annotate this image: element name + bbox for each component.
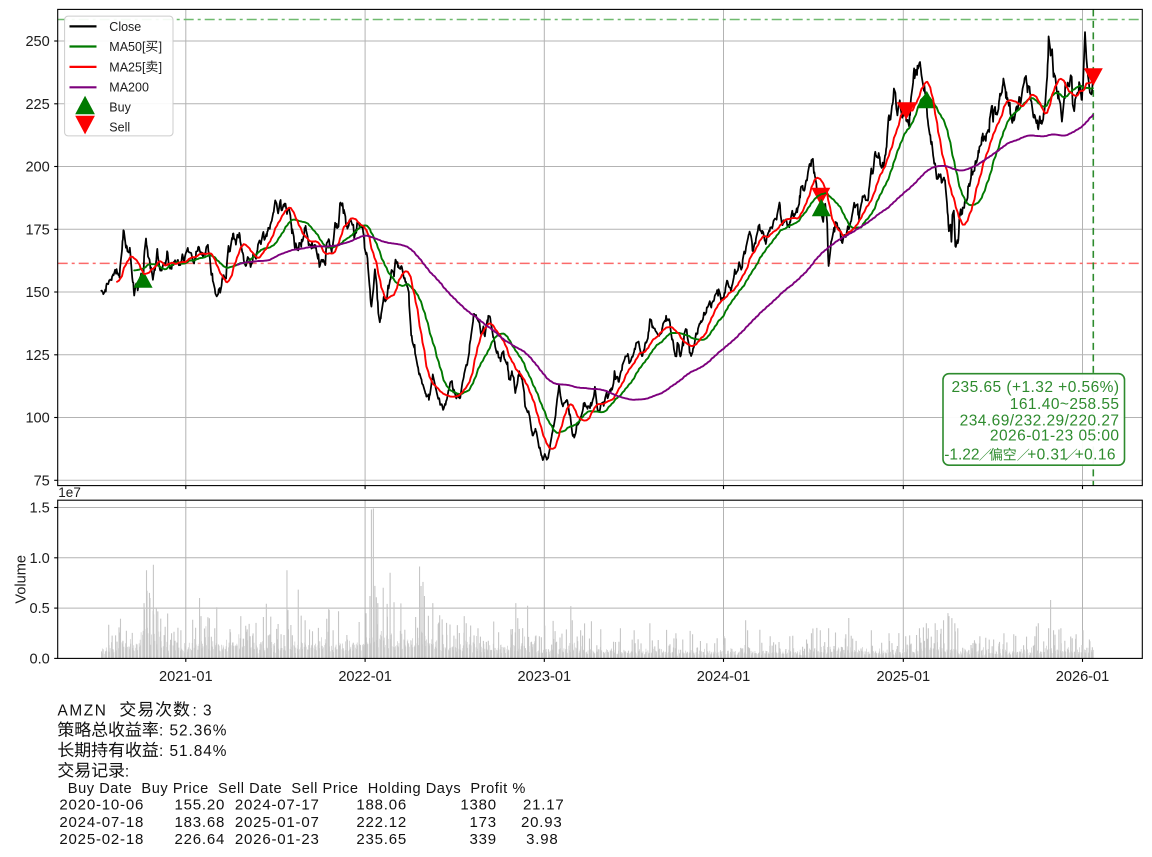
svg-text:250: 250 xyxy=(25,34,49,50)
svg-text:MA200: MA200 xyxy=(109,81,149,95)
svg-text:+0.16: +0.16 xyxy=(1075,447,1116,464)
svg-text:20.93: 20.93 xyxy=(521,814,563,831)
svg-text:1380: 1380 xyxy=(460,797,497,814)
svg-text:125: 125 xyxy=(25,348,49,364)
svg-text:2023-01: 2023-01 xyxy=(518,669,572,685)
svg-text:200: 200 xyxy=(25,160,49,176)
svg-text:1.5: 1.5 xyxy=(30,501,50,517)
svg-text:2024-07-18: 2024-07-18 xyxy=(59,814,144,831)
svg-text:: 52.36%: : 52.36% xyxy=(159,723,227,740)
svg-text:222.12: 222.12 xyxy=(356,814,407,831)
svg-text:2025-01-07: 2025-01-07 xyxy=(235,814,320,831)
svg-text:75: 75 xyxy=(34,473,50,489)
svg-text:2020-10-06: 2020-10-06 xyxy=(59,797,144,814)
svg-text:2022-01: 2022-01 xyxy=(338,669,392,685)
svg-text:235.65 (+1.32 +0.56%): 235.65 (+1.32 +0.56%) xyxy=(951,379,1119,396)
svg-text:2025-02-18: 2025-02-18 xyxy=(59,831,144,848)
svg-text:21.17: 21.17 xyxy=(523,797,565,814)
svg-text:2024-01: 2024-01 xyxy=(697,669,751,685)
svg-text:MA25[: MA25[ xyxy=(109,60,146,74)
svg-text:: 3: : 3 xyxy=(193,702,213,719)
svg-text:175: 175 xyxy=(25,222,49,238)
svg-text:161.40~258.55: 161.40~258.55 xyxy=(1010,396,1120,413)
svg-text:AMZN: AMZN xyxy=(58,702,108,719)
svg-text:2021-01: 2021-01 xyxy=(159,669,213,685)
svg-text:155.20: 155.20 xyxy=(175,797,226,814)
svg-text:+0.31: +0.31 xyxy=(1027,447,1068,464)
svg-text::: : xyxy=(125,763,130,780)
svg-text:150: 150 xyxy=(25,285,49,301)
svg-text:2026-01-23 05:00: 2026-01-23 05:00 xyxy=(990,428,1120,445)
svg-text:173: 173 xyxy=(469,814,496,831)
svg-text:0.5: 0.5 xyxy=(30,601,50,617)
svg-text:Close: Close xyxy=(109,20,141,34)
svg-text:: 51.84%: : 51.84% xyxy=(159,743,227,760)
svg-text:0.0: 0.0 xyxy=(30,652,50,668)
svg-text:235.65: 235.65 xyxy=(356,831,407,848)
svg-text:183.68: 183.68 xyxy=(175,814,226,831)
svg-text:225: 225 xyxy=(25,97,49,113)
svg-text:Buy: Buy xyxy=(109,100,131,114)
svg-text:234.69/232.29/220.27: 234.69/232.29/220.27 xyxy=(960,412,1120,429)
svg-text:]: ] xyxy=(159,60,162,74)
svg-text:]: ] xyxy=(159,40,162,54)
svg-text:2024-07-17: 2024-07-17 xyxy=(235,797,320,814)
svg-text:100: 100 xyxy=(25,411,49,427)
svg-text:188.06: 188.06 xyxy=(356,797,407,814)
svg-text:Buy Date Buy Price Sell Date: Buy Date Buy Price Sell Date Sell Price … xyxy=(68,781,526,797)
svg-text:3.98: 3.98 xyxy=(526,831,558,848)
svg-text:2026-01: 2026-01 xyxy=(1056,669,1110,685)
svg-text:226.64: 226.64 xyxy=(175,831,226,848)
svg-text:-1.22: -1.22 xyxy=(944,447,979,464)
svg-text:1.0: 1.0 xyxy=(30,551,50,567)
svg-text:Sell: Sell xyxy=(109,121,130,135)
svg-text:1e7: 1e7 xyxy=(58,485,81,500)
svg-text:MA50[: MA50[ xyxy=(109,40,146,54)
svg-text:339: 339 xyxy=(469,831,496,848)
svg-text:2026-01-23: 2026-01-23 xyxy=(235,831,320,848)
svg-text:2025-01: 2025-01 xyxy=(877,669,931,685)
svg-text:Volume: Volume xyxy=(14,555,30,604)
